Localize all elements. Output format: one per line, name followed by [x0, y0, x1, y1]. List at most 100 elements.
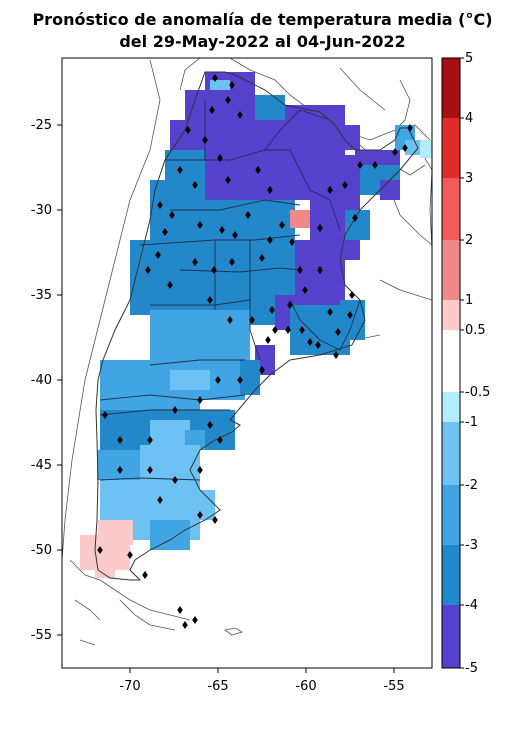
colorbar-tick-label: -4 [465, 598, 478, 613]
station-marker [255, 166, 261, 174]
station-marker [147, 436, 153, 444]
colorbar-bin [442, 485, 460, 545]
station-marker [217, 436, 223, 444]
station-marker [172, 406, 178, 414]
station-marker [349, 291, 355, 299]
station-marker [259, 254, 265, 262]
station-marker [212, 74, 218, 82]
station-marker [102, 411, 108, 419]
longitude-axis: -70 -65 -60 -55 [119, 668, 405, 694]
station-marker [182, 621, 188, 629]
station-marker [317, 224, 323, 232]
station-marker [209, 106, 215, 114]
lon-tick-label: -60 [295, 679, 316, 694]
lat-tick-label: -35 [31, 288, 52, 303]
province-borders [99, 100, 361, 481]
station-marker [192, 616, 198, 624]
map-title: Pronóstico de anomalía de temperatura me… [32, 10, 493, 29]
station-marker [333, 351, 339, 359]
lat-tick-label: -55 [31, 628, 52, 643]
argentina-outline [94, 71, 419, 581]
grid-cell [170, 370, 210, 390]
grid-cell [205, 200, 255, 240]
colorbar-tick-label: -0.5 [465, 385, 490, 400]
station-marker [192, 181, 198, 189]
colorbar-tick-label: 0.5 [465, 323, 486, 338]
station-marker [212, 516, 218, 524]
station-marker [172, 476, 178, 484]
colorbar-tick-label: 3 [465, 171, 473, 186]
colorbar-tick-label: -1 [465, 415, 478, 430]
station-marker [167, 281, 173, 289]
station-marker [145, 266, 151, 274]
station-marker [347, 311, 353, 319]
station-marker [207, 421, 213, 429]
station-marker [357, 161, 363, 169]
station-marker [227, 316, 233, 324]
station-marker [335, 328, 341, 336]
station-marker [327, 186, 333, 194]
station-marker [162, 228, 168, 236]
station-marker [285, 326, 291, 334]
station-marker [117, 466, 123, 474]
station-marker [245, 211, 251, 219]
lon-tick-label: -55 [383, 679, 404, 694]
grid-cell [380, 180, 400, 200]
grid-cell [185, 90, 255, 120]
lat-tick-label: -45 [31, 458, 52, 473]
colorbar: 5 4 3 2 1 0.5 -0.5 -1 -2 -3 -4 -5 [441, 51, 490, 676]
colorbar-tick-label: 4 [465, 111, 473, 126]
southern-islands [69, 559, 244, 646]
station-marker [197, 466, 203, 474]
grid-cell [420, 140, 432, 158]
station-marker [229, 258, 235, 266]
colorbar-tick-label: -3 [465, 538, 478, 553]
station-marker [265, 336, 271, 344]
station-marker [169, 211, 175, 219]
station-marker [177, 606, 183, 614]
colorbar-bin [442, 58, 460, 118]
station-marker [97, 546, 103, 554]
colorbar-bin [442, 605, 460, 668]
station-marker [342, 181, 348, 189]
map-frame [61, 57, 433, 669]
station-marker [402, 144, 408, 152]
grid-cell [130, 240, 190, 315]
colorbar-tick-label: 1 [465, 293, 473, 308]
station-marker [299, 326, 305, 334]
station-marker [352, 214, 358, 222]
station-marker [225, 96, 231, 104]
station-marker [229, 81, 235, 89]
lat-tick-label: -50 [31, 543, 52, 558]
station-marker [202, 136, 208, 144]
colorbar-tick-label: 5 [465, 51, 473, 66]
station-marker [317, 266, 323, 274]
station-marker [372, 161, 378, 169]
grid-cell [205, 160, 265, 200]
grid-cell [210, 80, 230, 92]
station-marker [267, 186, 273, 194]
station-marker [315, 341, 321, 349]
station-marker [225, 176, 231, 184]
colorbar-tick-label: -2 [465, 478, 478, 493]
grid-cell [255, 200, 295, 240]
station-marker [259, 366, 265, 374]
station-marker [302, 286, 308, 294]
grid-cell [190, 240, 250, 310]
station-marker [307, 338, 313, 346]
grid-cell [240, 360, 260, 395]
station-marker [217, 154, 223, 162]
lon-tick-label: -70 [119, 679, 140, 694]
anomaly-grid [80, 72, 432, 578]
station-marker [197, 396, 203, 404]
station-marker [392, 148, 398, 156]
station-marker [297, 266, 303, 274]
grid-cell [290, 210, 310, 228]
station-marker [272, 326, 278, 334]
colorbar-bin [442, 422, 460, 485]
station-marker [185, 126, 191, 134]
colorbar-tick-label: 2 [465, 233, 473, 248]
grid-cell [340, 300, 365, 340]
station-marker [232, 231, 238, 239]
station-marker [157, 201, 163, 209]
